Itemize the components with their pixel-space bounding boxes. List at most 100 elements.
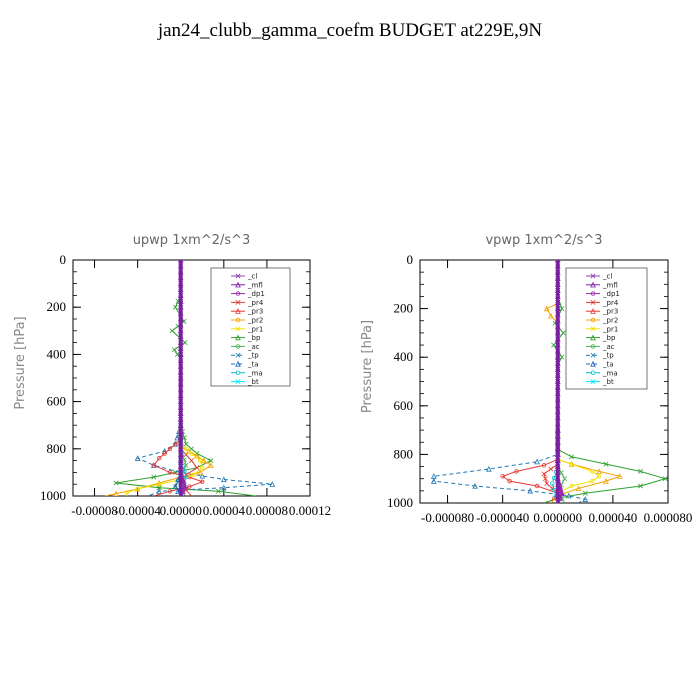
series-marker-pr3 [541, 471, 547, 477]
series-marker-pr1 [590, 469, 595, 474]
series-marker-mfl [555, 287, 561, 293]
legend-marker [235, 334, 241, 341]
series-marker-mfl [178, 469, 184, 475]
series-marker-tp [582, 496, 589, 502]
series-marker-mfl [555, 464, 561, 470]
y-tick-label: 600 [394, 398, 414, 413]
legend-label: _bt [247, 378, 259, 386]
series-marker-tp [472, 482, 478, 489]
legend-marker [235, 352, 241, 358]
series-marker-tp [174, 434, 180, 441]
series-marker-mfl [178, 375, 184, 381]
series-marker-pr3 [189, 458, 194, 464]
main-title: jan24_clubb_gamma_coefm BUDGET at229E,9N [157, 20, 543, 41]
y-tick-label: 200 [47, 299, 67, 314]
series-marker-mfl [178, 340, 184, 346]
series-marker-pr4 [167, 446, 173, 451]
legend-item: _dp1 [586, 290, 620, 298]
series-marker-mfl [555, 470, 561, 476]
series-marker-bp [582, 490, 588, 496]
series-marker-mfl [555, 342, 561, 348]
legend-item: _cl [586, 273, 612, 281]
series-marker-mfl [178, 475, 184, 481]
legend-marker [590, 360, 596, 367]
x-tick-label: -0.00008 [71, 503, 118, 518]
series-marker-mfl [178, 346, 184, 351]
series-marker-pr4 [173, 441, 178, 447]
legend-label: _pr1 [602, 325, 618, 333]
series-marker-pr3 [542, 476, 548, 482]
x-tick-label: -0.00004 [114, 503, 161, 518]
series-marker-bp [559, 306, 565, 312]
panel-title: vpwp 1xm^2/s^3 [485, 233, 602, 248]
series-marker-bp [551, 342, 557, 348]
series-marker-pr4 [167, 489, 173, 494]
legend-item: _tp [586, 352, 614, 360]
series-marker-ac [562, 476, 568, 482]
legend-label: _pr4 [602, 299, 619, 307]
legend-box [210, 267, 291, 387]
legend-item: _pr2 [586, 317, 618, 325]
legend-item: _ta [231, 361, 259, 369]
legend-item: _pr3 [586, 308, 618, 316]
series-marker-pr4 [200, 479, 205, 485]
series-marker-mfl [178, 351, 184, 357]
series-marker-mfl [178, 381, 184, 387]
series-marker-mfl [555, 379, 561, 384]
series-marker-pr1 [189, 451, 194, 456]
series-marker-tp [527, 487, 534, 494]
series-marker-tp [486, 465, 492, 472]
legend-label: _dp1 [247, 290, 265, 298]
series-marker-mfl [178, 328, 184, 334]
series-marker-mfl [178, 298, 184, 304]
x-tick-label: 0.000040 [589, 510, 638, 525]
legend-marker [590, 299, 596, 305]
series-marker-mfl [555, 281, 561, 287]
series-marker-mfl [178, 422, 184, 428]
x-tick-label: -0.000080 [421, 510, 474, 525]
legend-label: _pr2 [247, 317, 263, 325]
legend-label: _ac [602, 343, 615, 351]
series-marker-bp [169, 328, 175, 334]
legend-label: _bt [602, 378, 614, 386]
series-marker-pr1 [183, 446, 189, 451]
legend-label: _pr3 [247, 308, 263, 316]
y-tick-label: 400 [394, 349, 414, 364]
series-marker-pr1 [569, 483, 574, 489]
legend-marker [590, 273, 596, 279]
legend-label: _pr3 [602, 308, 618, 316]
series-marker-dp1 [182, 483, 188, 490]
series-marker-pr4 [514, 469, 519, 474]
panel-title: upwp 1xm^2/s^3 [133, 233, 251, 248]
series-marker-mfl [555, 409, 561, 415]
legend-item: _pr2 [231, 317, 263, 325]
series-marker-pr4 [507, 478, 512, 484]
x-tick-label: 0.000000 [533, 510, 582, 525]
series-marker-tp [220, 484, 227, 491]
series-marker-mfl [178, 316, 184, 322]
legend-marker [590, 291, 596, 296]
series-marker-pr4 [162, 451, 167, 456]
legend-item: _pr1 [231, 325, 263, 333]
series-marker-bp [182, 340, 188, 346]
series-marker-mfl [555, 354, 561, 360]
series-marker-mfl [178, 393, 184, 399]
series-marker-mfl [555, 293, 561, 299]
series-marker-tp [156, 488, 163, 494]
series-marker-mfl [178, 446, 184, 452]
series-marker-bp [662, 476, 668, 482]
y-tick-label: 0 [407, 252, 414, 267]
series-marker-pr1 [197, 458, 203, 463]
legend-marker [590, 379, 596, 385]
series-marker-mfl [178, 387, 184, 393]
y-tick-label: 800 [394, 446, 414, 461]
legend-item: _ma [586, 369, 618, 377]
series-marker-pr2 [616, 473, 623, 479]
series-marker-mfl [555, 312, 561, 318]
series-marker-mfl [178, 405, 184, 410]
legend-item: _cl [231, 273, 257, 281]
series-marker-mfl [555, 385, 561, 391]
legend-item: _ac [586, 343, 615, 351]
series-marker-mfl [555, 403, 561, 409]
series-marker-pr1 [569, 461, 574, 467]
